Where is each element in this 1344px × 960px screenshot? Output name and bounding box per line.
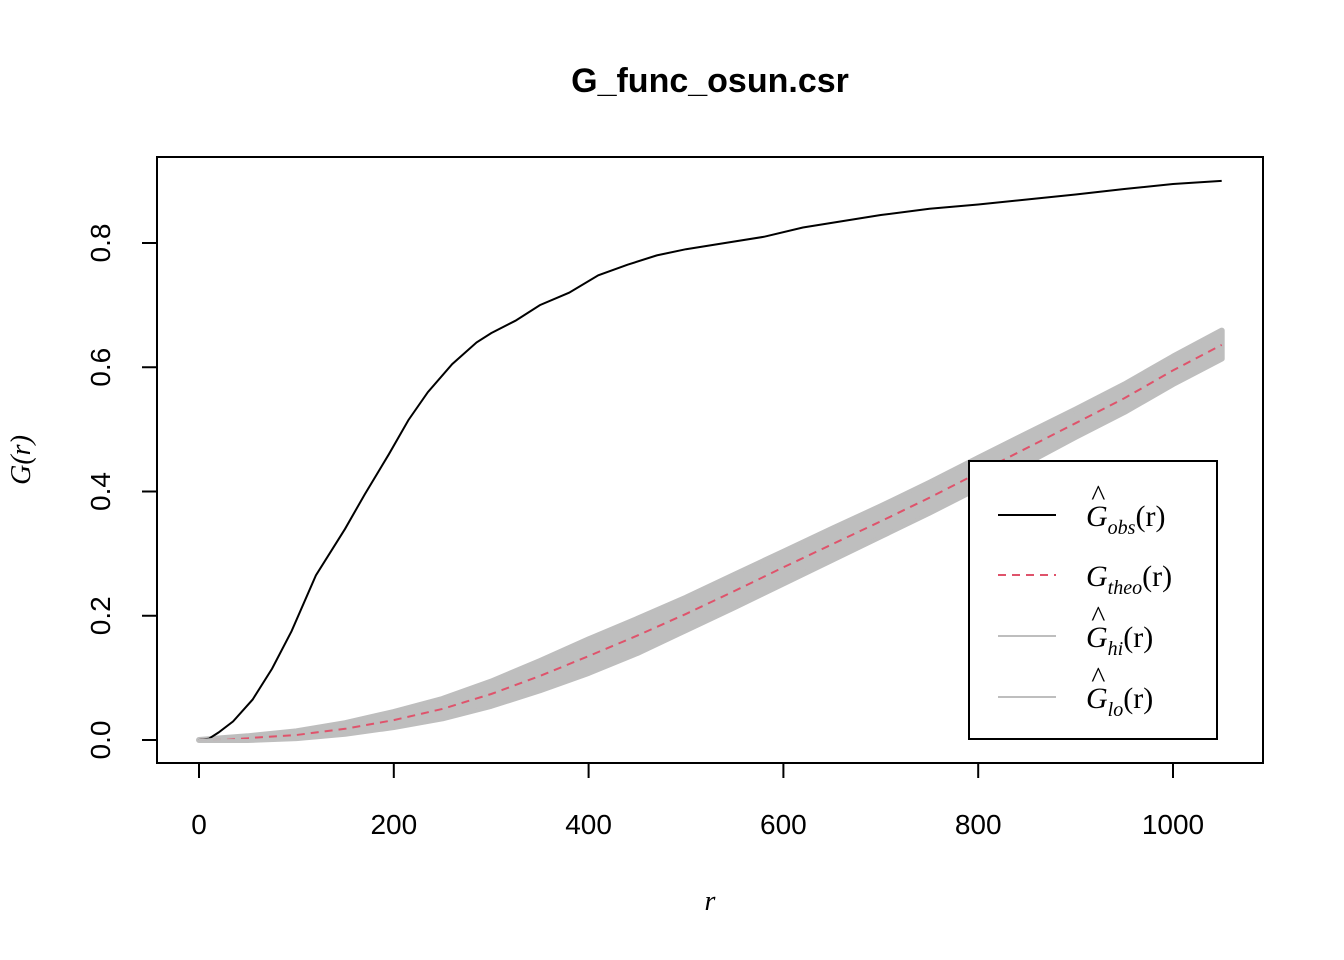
y-axis: 0.0 0.2 0.4 0.6 0.8 xyxy=(85,224,158,760)
legend-subscript: obs xyxy=(1108,517,1136,539)
y-tick-label: 0.6 xyxy=(85,348,116,387)
legend-argument: (r) xyxy=(1123,682,1153,715)
x-tick-label: 1000 xyxy=(1142,809,1204,840)
chart-title: G_func_osun.csr xyxy=(571,62,849,100)
legend-argument: (r) xyxy=(1123,621,1153,654)
svg-text:Ghi(r): Ghi(r) xyxy=(1086,621,1153,660)
x-tick-label: 800 xyxy=(955,809,1002,840)
legend-label-obs: Gobs(r)^ xyxy=(1086,479,1165,539)
legend-symbol: G xyxy=(1086,560,1108,593)
x-axis-label: r xyxy=(705,886,716,917)
x-tick-label: 600 xyxy=(760,809,807,840)
series-line-theo xyxy=(198,344,1223,741)
legend-hat-mark: ^ xyxy=(1091,600,1106,633)
legend-hat-mark: ^ xyxy=(1091,479,1106,512)
x-tick-label: 200 xyxy=(370,809,417,840)
legend-label-theo: Gtheo(r) xyxy=(1086,560,1172,599)
y-tick-label: 0.2 xyxy=(85,596,116,635)
x-tick-label: 400 xyxy=(565,809,612,840)
legend-box xyxy=(968,460,1218,740)
x-tick-label: 0 xyxy=(191,809,207,840)
legend-label-lo: Glo(r)^ xyxy=(1086,661,1153,721)
y-tick-label: 0.8 xyxy=(85,224,116,263)
series-lines xyxy=(198,179,1223,741)
legend: Gobs(r)^Gtheo(r)Ghi(r)^Glo(r)^ xyxy=(968,460,1218,740)
legend-subscript: hi xyxy=(1108,638,1124,660)
legend-argument: (r) xyxy=(1142,560,1172,593)
legend-label-hi: Ghi(r)^ xyxy=(1086,600,1153,660)
legend-argument: (r) xyxy=(1135,500,1165,533)
x-axis: 0 200 400 600 800 1000 xyxy=(191,762,1204,840)
legend-symbol: G xyxy=(1086,682,1108,715)
legend-subscript: lo xyxy=(1108,699,1124,721)
legend-symbol: G xyxy=(1086,500,1108,533)
y-axis-label: G(r) xyxy=(6,435,37,485)
y-tick-label: 0.0 xyxy=(85,721,116,760)
svg-text:Gobs(r): Gobs(r) xyxy=(1086,500,1165,539)
svg-text:Glo(r): Glo(r) xyxy=(1086,682,1153,721)
series-line-obs xyxy=(198,179,1222,741)
svg-text:Gtheo(r): Gtheo(r) xyxy=(1086,560,1172,599)
legend-subscript: theo xyxy=(1108,577,1142,599)
legend-symbol: G xyxy=(1086,621,1108,654)
y-tick-label: 0.4 xyxy=(85,472,116,511)
series-line-lo xyxy=(199,357,1223,741)
legend-hat-mark: ^ xyxy=(1091,661,1106,694)
series-line-hi xyxy=(198,329,1223,741)
